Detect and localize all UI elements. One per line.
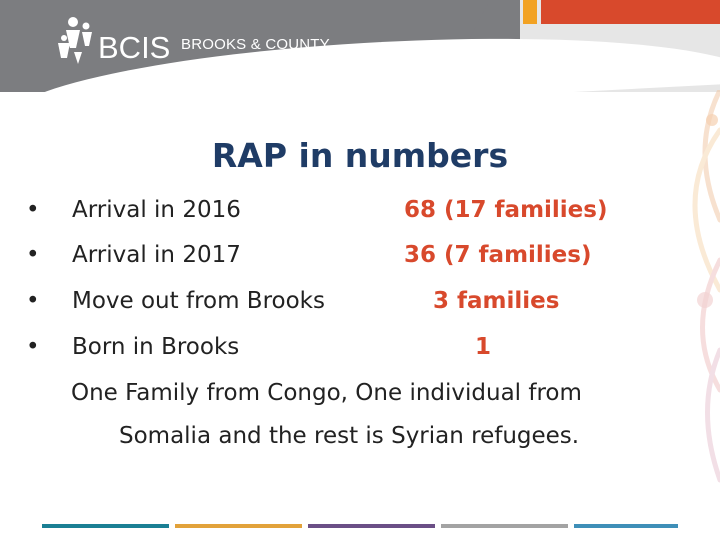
item-value: 68 (17 families): [404, 197, 608, 223]
bcis-logo: BCIS: [58, 17, 170, 65]
org-name-line2: IMMIGRATION SERVICES: [181, 59, 366, 76]
item-label: Born in Brooks: [72, 334, 240, 360]
header-banner: [0, 0, 720, 92]
footer-bar-purple: [308, 524, 435, 528]
header-red-strip: [541, 0, 720, 24]
people-figures-icon: [58, 17, 92, 64]
bullet: •: [26, 334, 40, 360]
bullet: •: [26, 288, 40, 314]
footer-bar-orange: [175, 524, 302, 528]
slide-title: RAP in numbers: [211, 136, 509, 175]
footer-bar-blue: [574, 524, 678, 528]
footer-bar-teal: [42, 524, 169, 528]
item-value: 36 (7 families): [404, 242, 592, 268]
bullet: •: [26, 242, 40, 268]
item-label: Arrival in 2017: [72, 242, 241, 268]
bullet: •: [26, 197, 40, 223]
org-name-line1: BROOKS & COUNTY: [181, 36, 330, 53]
decorative-ornament: [692, 90, 720, 483]
header-orange-strip: [523, 0, 537, 24]
note-line1: One Family from Congo, One individual fr…: [71, 380, 582, 406]
logo-text: BCIS: [98, 30, 170, 65]
note-line2: Somalia and the rest is Syrian refugees.: [119, 423, 580, 449]
item-value: 1: [475, 334, 492, 360]
item-label: Arrival in 2016: [72, 197, 241, 223]
item-label: Move out from Brooks: [72, 288, 325, 314]
item-value: 3 families: [433, 288, 560, 314]
footer-bar-gray: [441, 524, 568, 528]
